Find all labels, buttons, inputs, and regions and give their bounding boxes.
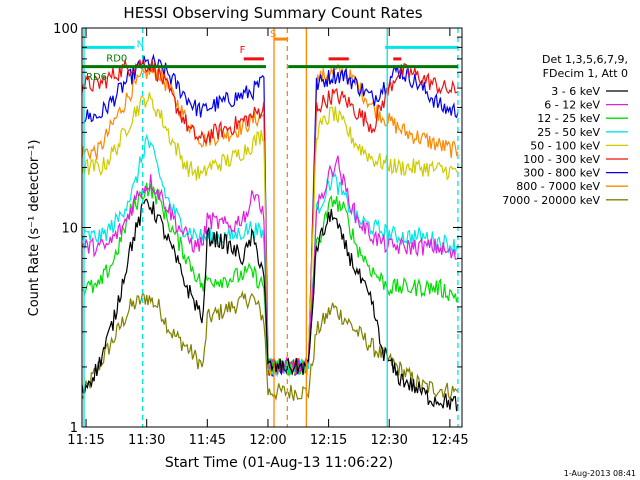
x-tick-label-3: 12:00 — [249, 433, 286, 448]
series-line-7 — [81, 62, 459, 376]
series-line-2 — [81, 182, 459, 377]
x-axis-label: Start Time (01-Aug-13 11:06:22) — [165, 455, 393, 471]
x-tick-label-6: 12:45 — [431, 433, 468, 448]
legend-entry-label-8: 7000 - 20000 keV — [502, 194, 600, 207]
annotation-2: N — [137, 39, 144, 50]
annotation-3: F — [240, 45, 246, 56]
legend: Det 1,3,5,6,7,9,FDecim 1, Att 0 3 - 6 keV… — [502, 53, 628, 207]
legend-entry-label-0: 3 - 6 keV — [551, 85, 600, 98]
x-tick-label-1: 11:30 — [128, 433, 165, 448]
legend-entry-label-5: 100 - 300 keV — [523, 153, 600, 166]
annotation-1: RD6 — [86, 72, 107, 83]
series-layer — [81, 53, 459, 412]
series-line-0 — [81, 198, 459, 412]
x-tick-label-5: 12:30 — [370, 433, 407, 448]
y-tick-label-0: 1 — [70, 421, 78, 436]
series-line-6 — [81, 53, 459, 377]
footer-timestamp: 1-Aug-2013 08:41 — [564, 469, 636, 478]
tick-layer: 11:15 11:30 11:45 12:00 12:15 12:30 12:45 1 10 10… — [53, 22, 468, 448]
legend-entry-label-6: 300 - 800 keV — [523, 167, 600, 180]
x-tick-label-0: 11:15 — [67, 433, 104, 448]
series-line-8 — [81, 290, 459, 402]
series-line-1 — [81, 155, 459, 375]
legend-entry-label-4: 50 - 100 keV — [530, 139, 600, 152]
y-tick-label-1: 10 — [61, 222, 78, 237]
legend-title-1: FDecim 1, Att 0 — [543, 67, 628, 80]
chart-title: HESSI Observing Summary Count Rates — [123, 4, 422, 22]
legend-title-0: Det 1,3,5,6,7,9, — [542, 53, 628, 66]
annotation-4: S — [270, 29, 276, 40]
y-axis-label: Count Rate (s⁻¹ detector⁻¹) — [27, 140, 42, 317]
legend-entry-label-1: 6 - 12 keV — [544, 99, 600, 112]
legend-entry-label-3: 25 - 50 keV — [537, 126, 600, 139]
legend-entry-label-7: 800 - 7000 keV — [516, 180, 600, 193]
legend-entry-label-2: 12 - 25 keV — [537, 112, 600, 125]
series-line-4 — [81, 92, 459, 378]
y-tick-label-2: 100 — [53, 22, 78, 37]
x-tick-label-4: 12:15 — [310, 433, 347, 448]
x-tick-label-2: 11:45 — [189, 433, 226, 448]
annotation-0: RD0 — [106, 53, 127, 64]
